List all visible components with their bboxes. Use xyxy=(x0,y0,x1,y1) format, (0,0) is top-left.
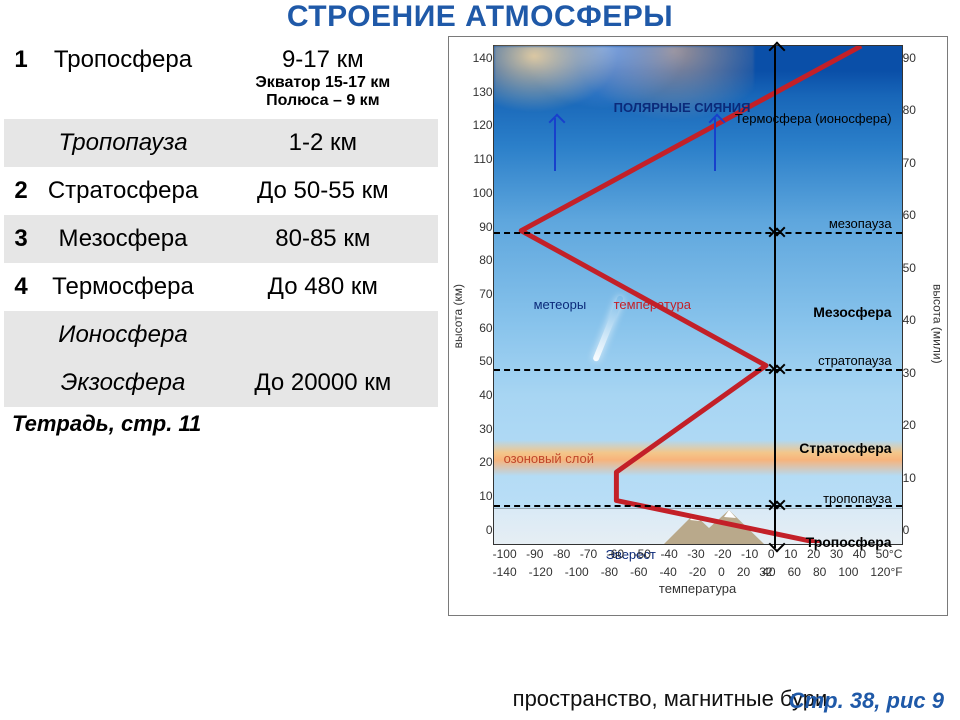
y-axis-left: 1401301201101009080706050403020100высота… xyxy=(455,51,493,537)
page-title: СТРОЕНИЕ АТМОСФЕРЫ xyxy=(0,0,960,34)
table-row: 4ТермосфераДо 480 км xyxy=(4,263,438,311)
atmosphere-diagram: ПОЛЯРНЫЕ СИЯНИЯТермосфера (ионосфера) мез… xyxy=(448,36,948,616)
diagram-label: метеоры xyxy=(534,297,587,312)
table-row: Тропопауза1-2 км xyxy=(4,119,438,167)
diagram-label: Стратосфера xyxy=(799,440,891,456)
diagram-label: Мезосфера xyxy=(813,304,891,320)
diagram-label: тропопауза xyxy=(823,491,892,506)
atmosphere-layers-table: 1Тропосфера9-17 кмЭкватор 15-17 кмПолюса… xyxy=(4,36,438,407)
diagram-label: температура xyxy=(614,297,691,312)
x-axis: -100-90-80-70-60-50-40-30-20-10010203040… xyxy=(493,547,903,607)
table-row: 2СтратосфераДо 50-55 км xyxy=(4,167,438,215)
diagram-label: Термосфера (ионосфера) xyxy=(735,111,892,126)
page-ref: Стр. 38, рис 9 xyxy=(789,688,944,714)
table-row: 3Мезосфера80-85 км xyxy=(4,215,438,263)
table-row: ЭкзосфераДо 20000 км xyxy=(4,359,438,407)
diagram-label: стратопауза xyxy=(818,353,891,368)
diagram-label: озоновый слой xyxy=(504,451,594,466)
y-axis-right: 9080706050403020100высота (мили) xyxy=(903,51,941,537)
notebook-ref: Тетрадь, стр. 11 xyxy=(4,407,438,441)
diagram-label: ПОЛЯРНЫЕ СИЯНИЯ xyxy=(614,100,751,115)
table-row: Ионосфера xyxy=(4,311,438,359)
diagram-label: мезопауза xyxy=(829,216,892,231)
table-row: 1Тропосфера9-17 кмЭкватор 15-17 кмПолюса… xyxy=(4,36,438,119)
